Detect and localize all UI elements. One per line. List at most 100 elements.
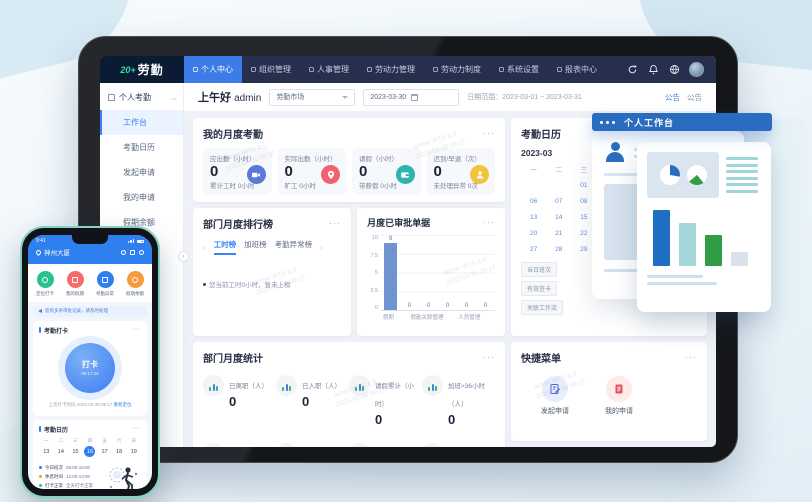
tab-workforce-policy[interactable]: 劳动力制度 bbox=[424, 56, 490, 83]
window-dot-icon bbox=[612, 120, 615, 124]
calendar-day[interactable]: 07 bbox=[555, 197, 563, 205]
people-icon bbox=[309, 67, 314, 72]
dept-stat-late: 迟到（人 bbox=[203, 443, 276, 447]
calendar-day[interactable]: 13 bbox=[529, 213, 538, 221]
camera-icon bbox=[246, 165, 266, 184]
tab-organization[interactable]: 组织管理 bbox=[242, 56, 300, 83]
calendar-day[interactable]: 06 bbox=[529, 197, 538, 205]
date-picker[interactable]: 2023-03-30 bbox=[363, 88, 460, 106]
nav-right-icons bbox=[614, 56, 716, 83]
card-title: 快捷菜单 bbox=[521, 354, 561, 365]
tab-personal-center[interactable]: 个人中心 bbox=[184, 56, 242, 83]
user-avatar[interactable] bbox=[689, 62, 704, 77]
stat-leave-hours: 请假（小时） 0 带薪假 0小时 bbox=[352, 148, 421, 196]
location-pin-icon bbox=[321, 165, 340, 184]
target-icon[interactable] bbox=[121, 249, 126, 255]
phone-device: 9:41 神州大厦 bbox=[20, 226, 160, 498]
stat-late-early: 迟到/早退（次） 0 未处理异常 0次 bbox=[426, 148, 495, 196]
tab-hours-rank[interactable]: 工时榜 bbox=[213, 239, 237, 255]
org-select[interactable]: 劳勤市场 bbox=[269, 88, 356, 106]
edit-doc-icon bbox=[542, 376, 568, 402]
phone-notice-bar[interactable]: 您有多条审批记录，请及时处理 bbox=[33, 305, 147, 317]
more-menu-icon[interactable]: ··· bbox=[483, 217, 495, 227]
calendar-day[interactable]: 28 bbox=[555, 245, 563, 253]
more-menu-icon[interactable]: ··· bbox=[483, 352, 495, 362]
phone-calendar-day[interactable]: 13 bbox=[43, 448, 50, 455]
globe-icon[interactable] bbox=[668, 64, 680, 76]
shortcut-locate-punch[interactable]: 定位打卡 bbox=[36, 271, 54, 297]
calendar-day[interactable]: 20 bbox=[529, 229, 538, 237]
calendar-day[interactable]: 15 bbox=[580, 213, 588, 221]
arrow-left-icon[interactable]: ‹ bbox=[203, 242, 206, 252]
calendar-day[interactable]: 01 bbox=[580, 181, 588, 189]
float-panel-title: 个人工作台 bbox=[624, 117, 675, 128]
quick-start-request[interactable]: 发起申请 bbox=[541, 376, 569, 416]
punch-button[interactable]: 打卡 09:17:26 bbox=[65, 342, 115, 393]
refresh-icon[interactable] bbox=[626, 64, 638, 76]
phone-calendar-day[interactable]: 17 bbox=[101, 448, 108, 455]
mini-bar-chart-icon bbox=[203, 443, 224, 447]
location-pin-icon bbox=[34, 248, 43, 256]
card-title: 月度已审批单据 bbox=[367, 218, 431, 228]
tag-valid-punch[interactable]: 有效签卡 bbox=[521, 281, 558, 296]
calendar-month: 2023-03 bbox=[521, 148, 553, 158]
sidebar-item-my-requests[interactable]: 我的申请 bbox=[123, 193, 155, 202]
calendar-day[interactable]: 14 bbox=[555, 213, 563, 221]
phone-calendar-day[interactable]: 19 bbox=[130, 448, 137, 455]
placeholder-lines bbox=[726, 152, 758, 198]
sidebar-collapse-handle[interactable]: ‹ bbox=[178, 251, 189, 262]
stat-expected-hours: 应出勤（小时） 0 累计工时 0小时 bbox=[203, 148, 272, 196]
arrow-right-icon[interactable]: › bbox=[320, 242, 323, 252]
tag-linked-workflow[interactable]: 关联工作流 bbox=[521, 300, 564, 315]
calendar-day[interactable] bbox=[546, 178, 571, 192]
shortcut-leave-balance[interactable]: 假期余额 bbox=[126, 271, 144, 297]
calendar-day[interactable] bbox=[521, 178, 546, 192]
tab-abnormal-rank[interactable]: 考勤异常榜 bbox=[274, 240, 313, 249]
circle-icon[interactable] bbox=[139, 249, 144, 255]
dept-stat-resigned: 已离职（人） 0 bbox=[203, 375, 276, 427]
calendar-day[interactable]: 27 bbox=[529, 245, 538, 253]
card-title: 部门月度统计 bbox=[203, 354, 263, 365]
stat-actual-hours: 实际出勤（小时） 0 旷工 0小时 bbox=[277, 148, 346, 196]
org-icon bbox=[251, 67, 256, 72]
more-menu-icon[interactable]: ··· bbox=[329, 218, 342, 228]
more-menu-icon[interactable]: ··· bbox=[132, 426, 141, 432]
grid-icon[interactable] bbox=[130, 249, 135, 255]
shortcut-attendance-abnormal[interactable]: 考勤异常 bbox=[96, 271, 114, 297]
chart-plot-area: 9 0 0 0 0 0 bbox=[381, 235, 495, 311]
card-title: 我的月度考勤 bbox=[203, 130, 263, 141]
shortcut-my-leave[interactable]: 我的假期 bbox=[66, 271, 84, 297]
phone-calendar-day[interactable]: 14 bbox=[57, 448, 64, 455]
sidebar-item-start-request[interactable]: 发起申请 bbox=[123, 168, 155, 177]
bar-chart: 10 7.5 5 2.5 0 9 bbox=[367, 235, 495, 311]
relocate-link[interactable]: 重新定位 bbox=[113, 401, 132, 407]
tab-workforce-mgmt[interactable]: 劳动力管理 bbox=[358, 56, 424, 83]
mini-bar-chart-icon bbox=[422, 443, 443, 447]
tab-report-center[interactable]: 报表中心 bbox=[548, 56, 606, 83]
phone-calendar-day[interactable]: 18 bbox=[116, 448, 123, 455]
sidebar-item-leave-balance[interactable]: 假期余额 bbox=[123, 218, 155, 227]
tag-shift-today[interactable]: 当日班次 bbox=[521, 262, 558, 277]
policy-icon bbox=[433, 67, 438, 72]
tab-hr[interactable]: 人事管理 bbox=[300, 56, 358, 83]
sidebar-item-workbench[interactable]: 工作台 bbox=[100, 110, 183, 135]
calendar-day[interactable]: 21 bbox=[555, 229, 563, 237]
calendar-day[interactable]: 22 bbox=[580, 229, 588, 237]
more-menu-icon[interactable]: ··· bbox=[483, 128, 495, 138]
phone-calendar-day-selected[interactable]: 16 bbox=[84, 446, 96, 457]
notice-link[interactable]: 公告 bbox=[665, 92, 680, 102]
more-menu-icon[interactable]: ··· bbox=[132, 327, 141, 333]
tab-system-settings[interactable]: 系统设置 bbox=[490, 56, 548, 83]
mini-bar-chart-icon bbox=[349, 443, 370, 447]
phone-calendar-day[interactable]: 15 bbox=[72, 448, 79, 455]
sidebar-group-personal-attendance[interactable]: 个人考勤 ︿ bbox=[100, 83, 183, 110]
bell-icon[interactable] bbox=[647, 64, 659, 76]
calendar-day[interactable]: 08 bbox=[580, 197, 588, 205]
quick-my-requests[interactable]: 我的申请 bbox=[605, 376, 633, 416]
sidebar-item-attendance-calendar[interactable]: 考勤日历 bbox=[123, 143, 155, 152]
headset-icon bbox=[126, 271, 144, 288]
more-menu-icon[interactable]: ··· bbox=[685, 352, 697, 362]
person-icon bbox=[604, 142, 626, 164]
tab-overtime-rank[interactable]: 加班榜 bbox=[244, 240, 267, 249]
calendar-day[interactable]: 29 bbox=[580, 245, 588, 253]
